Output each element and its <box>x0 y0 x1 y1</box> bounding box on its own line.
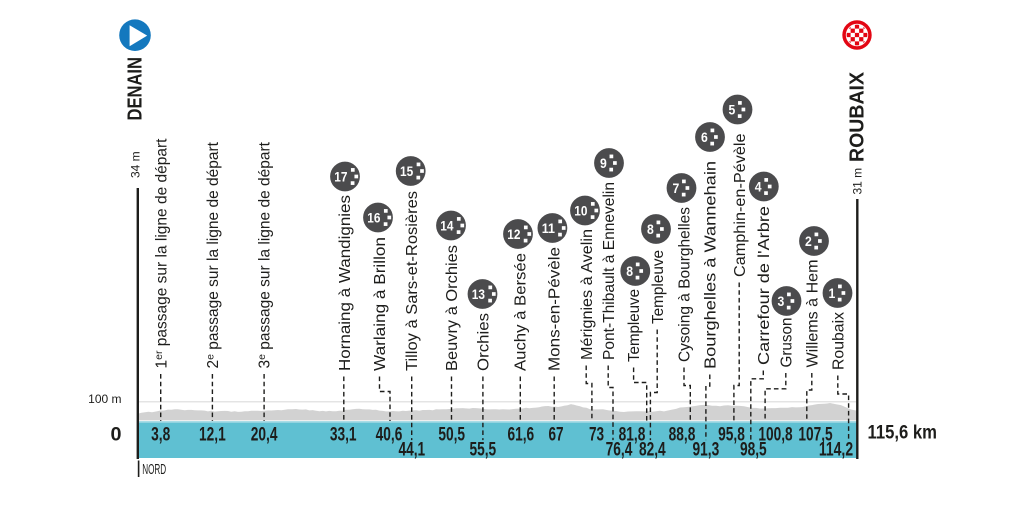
svg-text:Mons-en-Pévèle: Mons-en-Pévèle <box>547 247 564 371</box>
svg-text:Warlaing à Brillon: Warlaing à Brillon <box>372 237 389 371</box>
svg-text:ROUBAIX: ROUBAIX <box>847 71 869 162</box>
svg-text:50,5: 50,5 <box>438 425 465 446</box>
svg-text:Carrefour de l'Arbre: Carrefour de l'Arbre <box>756 206 773 365</box>
svg-text:9: 9 <box>600 156 607 171</box>
svg-text:3,8: 3,8 <box>151 425 170 446</box>
svg-text:13: 13 <box>472 287 485 302</box>
svg-text:0: 0 <box>111 425 122 446</box>
svg-text:Roubaix: Roubaix <box>830 312 847 370</box>
svg-text:67: 67 <box>548 425 563 446</box>
svg-text:82,4: 82,4 <box>639 439 666 460</box>
svg-text:81,8: 81,8 <box>619 425 646 446</box>
svg-text:114,2: 114,2 <box>819 439 853 460</box>
svg-text:17: 17 <box>334 169 347 184</box>
svg-text:1: 1 <box>829 286 836 301</box>
svg-text:33,1: 33,1 <box>330 425 357 446</box>
svg-text:1er passage sur la ligne de dé: 1er passage sur la ligne de départ <box>153 138 171 369</box>
svg-text:Cysoing à Bourghelles: Cysoing à Bourghelles <box>677 207 694 362</box>
svg-text:107,5: 107,5 <box>798 425 833 446</box>
svg-text:98,5: 98,5 <box>740 439 767 460</box>
svg-text:40,6: 40,6 <box>376 425 403 446</box>
svg-text:NORD: NORD <box>142 462 166 478</box>
svg-text:7: 7 <box>673 181 680 196</box>
svg-text:8: 8 <box>647 222 654 237</box>
svg-text:31 m: 31 m <box>851 168 865 195</box>
svg-text:12: 12 <box>507 227 520 242</box>
svg-text:76,4: 76,4 <box>606 439 633 460</box>
svg-text:115,6 km: 115,6 km <box>868 422 938 443</box>
svg-text:Camphin-en-Pévèle: Camphin-en-Pévèle <box>732 133 749 277</box>
svg-text:Orchies: Orchies <box>476 313 493 371</box>
svg-text:34 m: 34 m <box>129 151 143 178</box>
svg-text:61,6: 61,6 <box>507 425 534 446</box>
svg-text:95,8: 95,8 <box>718 425 745 446</box>
svg-text:Beuvry à Orchies: Beuvry à Orchies <box>444 245 461 371</box>
svg-text:Tilloy à Sars-et-Rosières: Tilloy à Sars-et-Rosières <box>404 191 421 371</box>
svg-text:91,3: 91,3 <box>693 439 720 460</box>
svg-text:8: 8 <box>626 264 633 279</box>
svg-text:2: 2 <box>805 234 812 249</box>
svg-text:3: 3 <box>778 294 785 309</box>
svg-text:16: 16 <box>367 210 380 225</box>
svg-text:Templeuve: Templeuve <box>626 289 643 362</box>
svg-text:Hornaing à Wandignies: Hornaing à Wandignies <box>337 195 354 371</box>
svg-text:Bourghelles à Wannehain: Bourghelles à Wannehain <box>702 161 719 369</box>
svg-text:4: 4 <box>755 179 762 194</box>
svg-text:10: 10 <box>574 203 587 218</box>
svg-text:20,4: 20,4 <box>251 425 278 446</box>
svg-text:15: 15 <box>400 164 413 179</box>
svg-text:6: 6 <box>701 130 708 145</box>
svg-text:73: 73 <box>589 425 604 446</box>
svg-text:DENAIN: DENAIN <box>125 57 147 121</box>
svg-text:2e passage sur la ligne de dép: 2e passage sur la ligne de départ <box>205 141 223 368</box>
svg-text:Willems à Hem: Willems à Hem <box>804 260 821 368</box>
svg-text:Pont-Thibault à Ennevelin: Pont-Thibault à Ennevelin <box>601 182 618 360</box>
svg-text:100 m: 100 m <box>88 392 121 406</box>
svg-text:Auchy à Bersée: Auchy à Bersée <box>512 253 529 371</box>
svg-text:Templeuve: Templeuve <box>650 250 667 324</box>
svg-text:44,1: 44,1 <box>398 439 425 460</box>
svg-text:100,8: 100,8 <box>758 425 792 446</box>
svg-text:14: 14 <box>440 218 453 233</box>
svg-text:12,1: 12,1 <box>199 425 226 446</box>
svg-text:11: 11 <box>542 221 555 236</box>
svg-text:88,8: 88,8 <box>669 425 696 446</box>
svg-text:Gruson: Gruson <box>778 318 795 368</box>
svg-text:3e passage sur la ligne de dép: 3e passage sur la ligne de départ <box>256 141 274 368</box>
svg-text:55,5: 55,5 <box>469 439 496 460</box>
svg-text:Mérignies à Avelin: Mérignies à Avelin <box>579 229 596 360</box>
svg-text:5: 5 <box>729 102 736 117</box>
